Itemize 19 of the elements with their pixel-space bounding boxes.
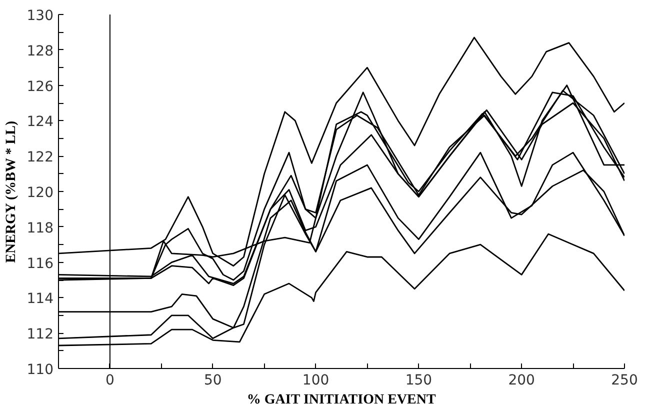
y-tick-label: 110 — [26, 362, 54, 378]
y-tick-label: 118 — [26, 220, 54, 236]
x-tick-label: 250 — [611, 372, 638, 388]
y-tick-label: 130 — [26, 8, 54, 24]
y-tick-label: 122 — [26, 150, 54, 166]
x-tick-label: 50 — [204, 372, 222, 388]
y-tick-label: 112 — [26, 326, 54, 343]
y-tick-label: 124 — [26, 114, 54, 130]
y-axis-title: ENERGY (%BW * LL) — [4, 120, 19, 263]
x-tick-label: 100 — [302, 372, 330, 388]
x-axis-title: % GAIT INITIATION EVENT — [246, 392, 436, 408]
y-tick-label: 120 — [26, 185, 54, 201]
x-tick-label: 200 — [508, 372, 535, 388]
y-tick-label: 114 — [26, 291, 54, 308]
x-tick-label: 150 — [405, 372, 432, 388]
y-tick-label: 116 — [26, 256, 54, 272]
x-tick-label: 0 — [106, 372, 114, 388]
y-tick-label: 128 — [26, 43, 54, 60]
y-tick-label: 126 — [26, 78, 54, 95]
